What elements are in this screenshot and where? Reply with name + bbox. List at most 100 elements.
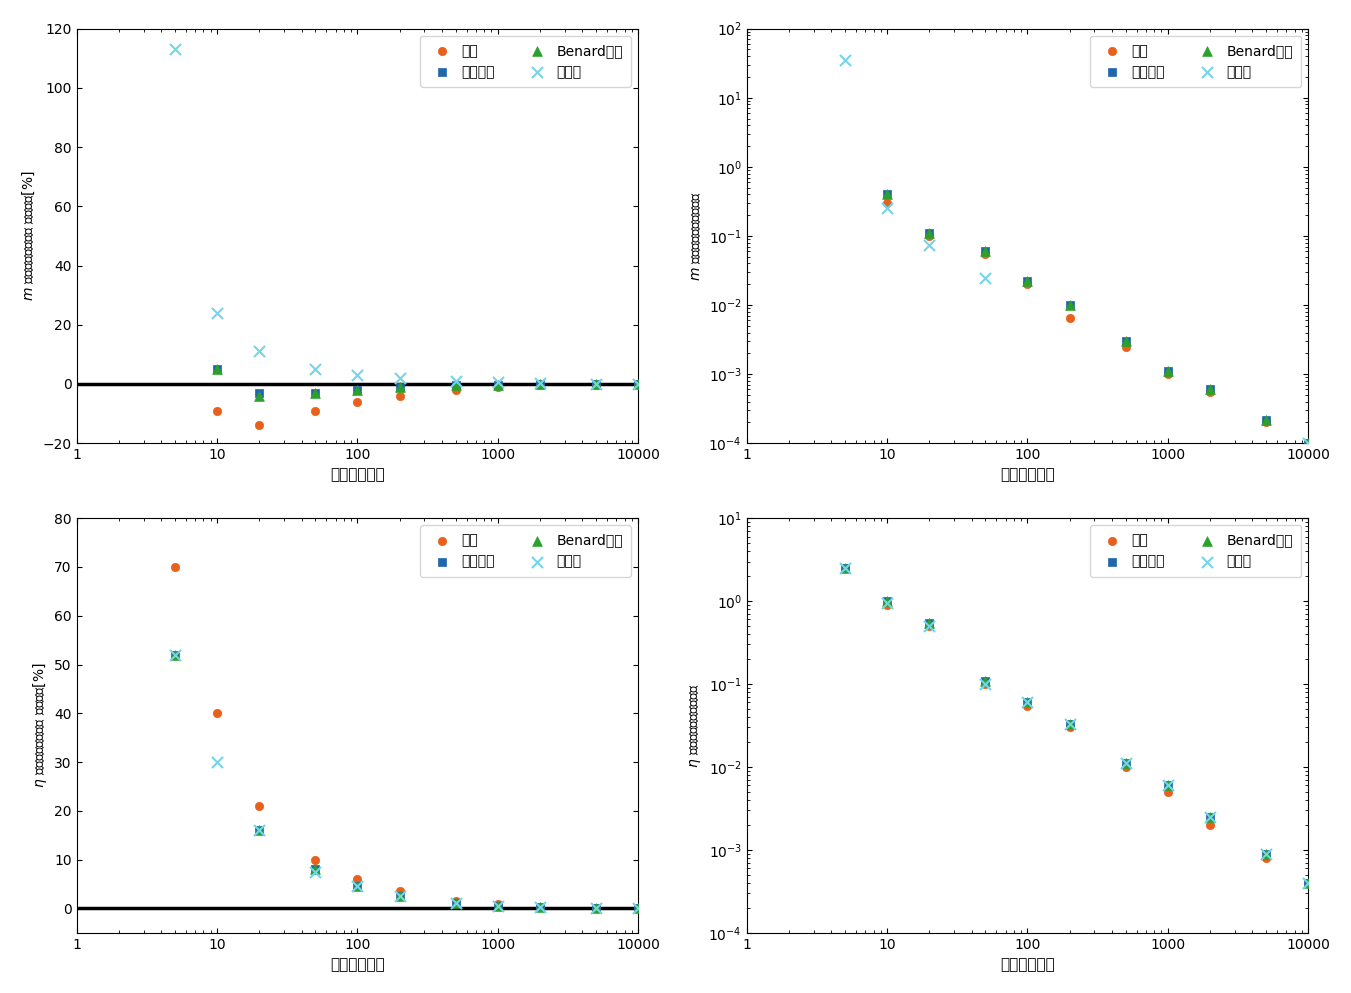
Legend: 平均, メジアン, Benard近似, モード: 平均, メジアン, Benard近似, モード bbox=[420, 36, 631, 87]
モード bbox=[1297, 435, 1319, 451]
メジアン bbox=[304, 385, 326, 401]
Benard近似 bbox=[974, 672, 996, 688]
モード bbox=[530, 375, 551, 391]
平均 bbox=[627, 901, 648, 917]
モード bbox=[347, 879, 369, 895]
平均 bbox=[486, 379, 508, 395]
モード bbox=[207, 305, 228, 321]
平均 bbox=[627, 376, 648, 392]
メジアン bbox=[974, 672, 996, 688]
Benard近似 bbox=[347, 879, 369, 895]
平均 bbox=[389, 388, 411, 404]
平均 bbox=[530, 899, 551, 915]
X-axis label: 生成乱数の数: 生成乱数の数 bbox=[330, 468, 385, 483]
モード bbox=[444, 896, 466, 912]
モード bbox=[1059, 716, 1081, 732]
Benard近似 bbox=[1200, 381, 1221, 397]
メジアン bbox=[919, 225, 940, 241]
モード bbox=[530, 900, 551, 916]
Benard近似 bbox=[1017, 273, 1039, 289]
Benard近似 bbox=[249, 822, 270, 838]
Benard近似 bbox=[585, 901, 607, 917]
モード bbox=[1017, 694, 1039, 710]
平均 bbox=[1156, 783, 1178, 799]
メジアン bbox=[585, 376, 607, 392]
メジアン bbox=[530, 376, 551, 392]
Legend: 平均, メジアン, Benard近似, モード: 平均, メジアン, Benard近似, モード bbox=[1090, 525, 1301, 577]
メジアン bbox=[1255, 846, 1277, 862]
Benard近似 bbox=[585, 376, 607, 392]
平均 bbox=[877, 597, 898, 613]
平均 bbox=[1255, 850, 1277, 866]
平均 bbox=[1115, 339, 1136, 355]
モード bbox=[1297, 875, 1319, 891]
Benard近似 bbox=[1059, 297, 1081, 313]
モード bbox=[249, 822, 270, 838]
メジアン bbox=[347, 879, 369, 895]
メジアン bbox=[1059, 716, 1081, 732]
モード bbox=[585, 901, 607, 917]
平均 bbox=[444, 382, 466, 398]
メジアン bbox=[1297, 875, 1319, 891]
メジアン bbox=[1156, 363, 1178, 379]
モード bbox=[627, 901, 648, 917]
モード bbox=[1156, 778, 1178, 793]
モード bbox=[919, 618, 940, 634]
メジアン bbox=[1059, 297, 1081, 313]
Benard近似 bbox=[1297, 435, 1319, 451]
Benard近似 bbox=[1115, 334, 1136, 350]
Benard近似 bbox=[877, 187, 898, 203]
平均 bbox=[389, 884, 411, 900]
メジアン bbox=[585, 901, 607, 917]
モード bbox=[207, 754, 228, 770]
モード bbox=[1115, 756, 1136, 772]
モード bbox=[1255, 846, 1277, 862]
Benard近似 bbox=[974, 243, 996, 259]
平均 bbox=[585, 900, 607, 916]
モード bbox=[627, 376, 648, 392]
メジアン bbox=[1156, 778, 1178, 793]
メジアン bbox=[834, 560, 855, 576]
メジアン bbox=[389, 379, 411, 395]
メジアン bbox=[919, 615, 940, 631]
メジアン bbox=[1255, 411, 1277, 427]
メジアン bbox=[304, 861, 326, 877]
Benard近似 bbox=[1115, 756, 1136, 772]
Benard近似 bbox=[1255, 411, 1277, 427]
Y-axis label: $η$ の推定値の分散規格化: $η$ の推定値の分散規格化 bbox=[688, 683, 703, 768]
平均 bbox=[1297, 875, 1319, 891]
平均 bbox=[1255, 414, 1277, 430]
平均 bbox=[1200, 384, 1221, 400]
Benard近似 bbox=[1017, 694, 1039, 710]
モード bbox=[486, 898, 508, 914]
モード bbox=[585, 375, 607, 391]
Benard近似 bbox=[304, 385, 326, 401]
モード bbox=[974, 676, 996, 692]
モード bbox=[389, 888, 411, 904]
メジアン bbox=[1115, 334, 1136, 350]
メジアン bbox=[627, 901, 648, 917]
メジアン bbox=[627, 376, 648, 392]
平均 bbox=[585, 376, 607, 392]
平均 bbox=[1059, 310, 1081, 326]
Legend: 平均, メジアン, Benard近似, モード: 平均, メジアン, Benard近似, モード bbox=[1090, 36, 1301, 87]
モード bbox=[1200, 809, 1221, 825]
Benard近似 bbox=[389, 888, 411, 904]
メジアン bbox=[877, 593, 898, 609]
モード bbox=[389, 370, 411, 386]
平均 bbox=[919, 228, 940, 244]
Benard近似 bbox=[1200, 809, 1221, 825]
Benard近似 bbox=[486, 898, 508, 914]
Benard近似 bbox=[834, 560, 855, 576]
モード bbox=[919, 236, 940, 252]
X-axis label: 生成乱数の数: 生成乱数の数 bbox=[1000, 957, 1055, 972]
モード bbox=[877, 201, 898, 216]
モード bbox=[304, 361, 326, 377]
メジアン bbox=[1297, 435, 1319, 451]
平均 bbox=[919, 618, 940, 634]
Y-axis label: $m$ の推定値の分散規格化: $m$ の推定値の分散規格化 bbox=[689, 191, 703, 281]
平均 bbox=[486, 897, 508, 913]
Benard近似 bbox=[1297, 875, 1319, 891]
平均 bbox=[1297, 435, 1319, 451]
平均 bbox=[530, 377, 551, 393]
